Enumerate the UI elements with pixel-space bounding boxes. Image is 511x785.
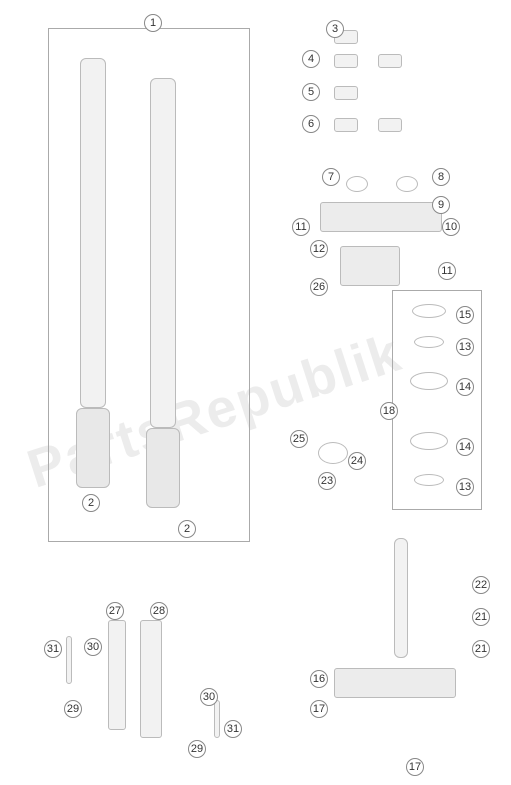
callout-30: 30 xyxy=(84,638,102,656)
part-fork-tube-right xyxy=(150,78,176,428)
callout-10: 10 xyxy=(442,218,460,236)
callout-4: 4 xyxy=(302,50,320,68)
part-top-clamp-cap-l xyxy=(346,176,368,192)
part-top-triple-clamp xyxy=(320,202,442,232)
part-split-ring xyxy=(318,442,348,464)
callout-16: 16 xyxy=(310,670,328,688)
callout-14: 14 xyxy=(456,438,474,456)
callout-3: 3 xyxy=(326,20,344,38)
callout-8: 8 xyxy=(432,168,450,186)
callout-30: 30 xyxy=(200,688,218,706)
part-clamp-2 xyxy=(334,54,358,68)
parts-diagram: PartsRepublik 13456789101111122622252324… xyxy=(0,0,511,785)
callout-18: 18 xyxy=(380,402,398,420)
part-fork-guard-left xyxy=(108,620,126,730)
part-guard-strip-r xyxy=(214,700,220,738)
callout-31: 31 xyxy=(224,720,242,738)
callout-2: 2 xyxy=(178,520,196,538)
part-shroud xyxy=(340,246,400,286)
part-fork-tube-left xyxy=(80,58,106,408)
callout-5: 5 xyxy=(302,83,320,101)
callout-27: 27 xyxy=(106,602,124,620)
callout-25: 25 xyxy=(290,430,308,448)
callout-12: 12 xyxy=(310,240,328,258)
part-steering-stem xyxy=(394,538,408,658)
part-lower-triple-clamp xyxy=(334,668,456,698)
callout-26: 26 xyxy=(310,278,328,296)
callout-6: 6 xyxy=(302,115,320,133)
part-fork-guard-right xyxy=(140,620,162,738)
part-bearing-13a xyxy=(414,336,444,348)
part-bearing-14a xyxy=(410,372,448,390)
callout-17: 17 xyxy=(406,758,424,776)
callout-29: 29 xyxy=(64,700,82,718)
callout-29: 29 xyxy=(188,740,206,758)
callout-11: 11 xyxy=(292,218,310,236)
part-bearing-15 xyxy=(412,304,446,318)
callout-11: 11 xyxy=(438,262,456,280)
part-fork-lower-left xyxy=(76,408,110,488)
callout-21: 21 xyxy=(472,640,490,658)
callout-13: 13 xyxy=(456,338,474,356)
callout-23: 23 xyxy=(318,472,336,490)
callout-2: 2 xyxy=(82,494,100,512)
part-clamp-4b xyxy=(378,118,402,132)
part-guard-strip-l xyxy=(66,636,72,684)
part-clamp-3 xyxy=(334,86,358,100)
callout-7: 7 xyxy=(322,168,340,186)
callout-13: 13 xyxy=(456,478,474,496)
callout-15: 15 xyxy=(456,306,474,324)
callout-31: 31 xyxy=(44,640,62,658)
callout-9: 9 xyxy=(432,196,450,214)
callout-22: 22 xyxy=(472,576,490,594)
callout-14: 14 xyxy=(456,378,474,396)
part-top-clamp-cap-r xyxy=(396,176,418,192)
callout-17: 17 xyxy=(310,700,328,718)
part-bearing-14b xyxy=(410,432,448,450)
callout-21: 21 xyxy=(472,608,490,626)
part-clamp-2b xyxy=(378,54,402,68)
part-clamp-4 xyxy=(334,118,358,132)
callout-28: 28 xyxy=(150,602,168,620)
callout-24: 24 xyxy=(348,452,366,470)
callout-1: 1 xyxy=(144,14,162,32)
part-bearing-13b xyxy=(414,474,444,486)
part-fork-lower-right xyxy=(146,428,180,508)
